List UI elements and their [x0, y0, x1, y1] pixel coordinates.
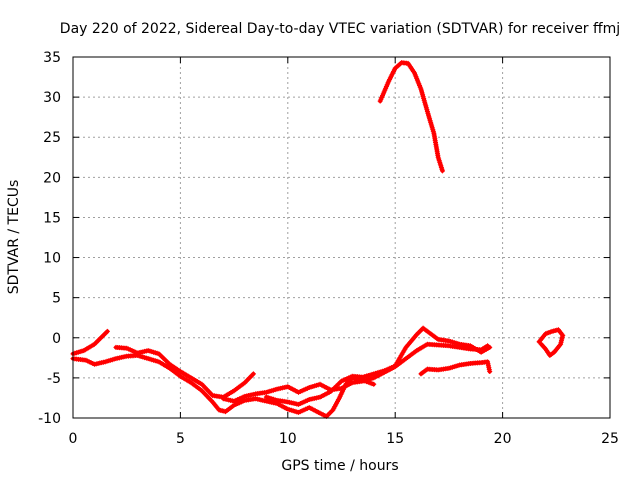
x-tick-label: 20 [494, 431, 512, 447]
y-tick-label: 0 [52, 331, 61, 347]
y-tick-label: 30 [43, 90, 61, 106]
axis-ticks [72, 56, 611, 419]
data-point [487, 368, 493, 374]
x-tick-label: 25 [601, 431, 619, 447]
y-tick-label: 10 [43, 251, 61, 267]
data-point [487, 344, 493, 350]
y-tick-label: -10 [38, 411, 61, 427]
chart-title: Day 220 of 2022, Sidereal Day-to-day VTE… [60, 21, 620, 37]
x-tick-label: 10 [279, 431, 297, 447]
data-point [371, 381, 377, 387]
grid-lines [73, 57, 610, 418]
x-tick-label: 0 [69, 431, 78, 447]
data-point [439, 168, 445, 174]
series-6 [418, 359, 493, 377]
y-tick-label: -5 [47, 371, 61, 387]
y-axis-label: SDTVAR / TECUs [6, 180, 22, 295]
series-1 [70, 328, 110, 357]
y-tick-label: 35 [43, 50, 61, 66]
series-8 [536, 327, 566, 358]
series-7 [377, 60, 445, 174]
plot-frame [72, 56, 611, 419]
x-tick-label: 15 [386, 431, 404, 447]
y-tick-label: 15 [43, 210, 61, 226]
y-tick-label: 5 [52, 291, 61, 307]
data-series [70, 60, 566, 419]
series-5 [263, 325, 493, 407]
data-point [104, 328, 110, 334]
x-axis-label: GPS time / hours [281, 458, 398, 474]
x-tick-label: 5 [176, 431, 185, 447]
data-point [538, 341, 544, 347]
y-tick-label: 25 [43, 130, 61, 146]
series-3 [113, 344, 256, 400]
data-point [250, 371, 256, 377]
y-tick-label: 20 [43, 170, 61, 186]
tick-labels: 0 5 10 15 20 25 -10 -5 0 5 10 15 20 25 30 35 [38, 50, 619, 447]
